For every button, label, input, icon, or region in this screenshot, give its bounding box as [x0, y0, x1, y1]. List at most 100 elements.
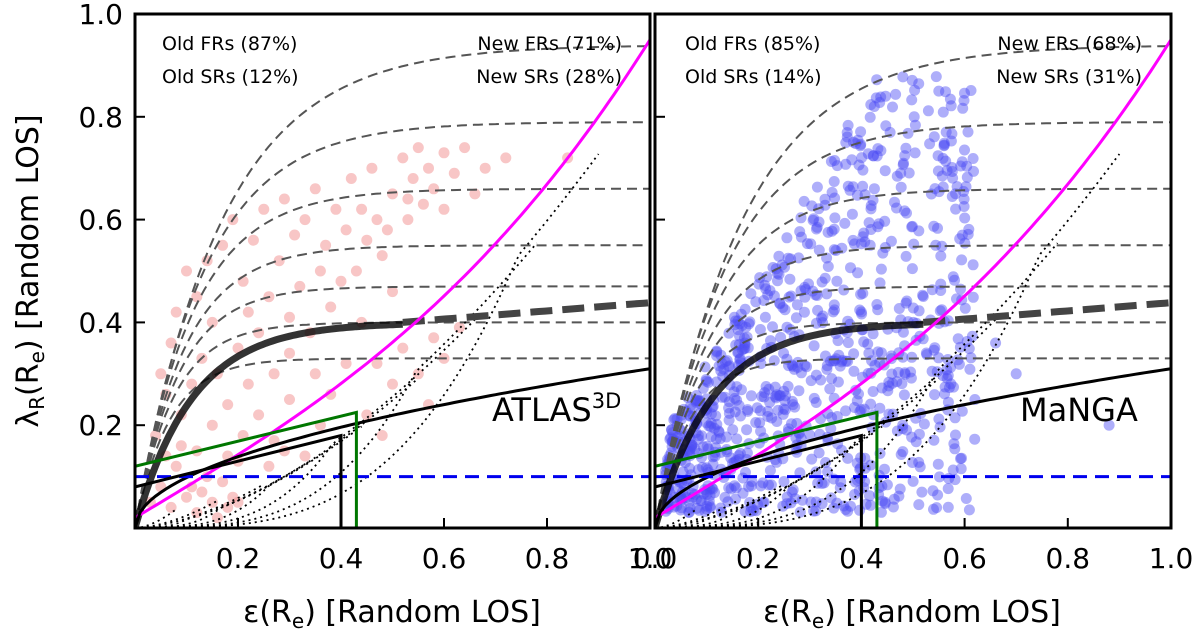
y-tick-label: 0.2 — [78, 409, 123, 442]
data-point — [833, 349, 845, 361]
data-point — [181, 491, 192, 503]
data-point — [787, 399, 799, 411]
data-point — [715, 365, 727, 377]
data-point — [773, 268, 785, 280]
data-point — [921, 349, 933, 361]
data-point — [842, 505, 854, 517]
data-point — [942, 370, 954, 382]
data-point — [755, 480, 767, 492]
right-ticks: 0.0 0.2 0.4 0.6 0.8 1.0 — [633, 115, 1193, 575]
data-point — [881, 479, 893, 491]
data-point — [774, 297, 786, 309]
data-point — [745, 288, 757, 300]
data-point — [345, 173, 357, 184]
data-point — [777, 408, 789, 420]
data-point — [773, 250, 785, 262]
data-point — [773, 390, 785, 402]
data-point — [931, 502, 943, 514]
ylabel-sub-e: e — [25, 351, 49, 363]
data-point — [826, 412, 838, 423]
data-point — [782, 380, 794, 392]
data-point — [840, 504, 852, 515]
data-point — [785, 290, 797, 302]
data-point — [800, 284, 812, 295]
data-point — [751, 402, 763, 414]
data-point — [832, 335, 844, 347]
data-point — [819, 193, 831, 205]
data-point — [826, 373, 838, 385]
data-point — [438, 147, 450, 159]
data-point — [810, 223, 822, 235]
data-point — [897, 326, 909, 338]
data-point — [862, 148, 874, 160]
iso-anisotropy-curve — [135, 321, 650, 526]
data-point — [888, 493, 900, 505]
data-point — [889, 196, 900, 208]
data-point — [196, 486, 208, 498]
data-point — [752, 498, 764, 510]
data-point — [955, 453, 966, 465]
data-point — [848, 348, 860, 360]
data-point — [871, 150, 883, 162]
data-point — [951, 181, 963, 193]
data-point — [759, 311, 771, 323]
data-point — [865, 224, 877, 235]
data-point — [206, 316, 218, 328]
data-point — [954, 233, 966, 245]
data-point — [695, 495, 707, 507]
data-point — [947, 271, 959, 283]
data-point — [232, 496, 244, 508]
data-point — [774, 298, 786, 310]
data-point — [778, 385, 790, 397]
inclination-line — [655, 153, 1121, 528]
data-point — [701, 440, 713, 452]
data-point — [929, 342, 941, 354]
data-point — [855, 126, 867, 138]
data-point — [705, 417, 717, 429]
data-point — [739, 342, 751, 354]
data-point — [967, 291, 979, 303]
data-point — [891, 376, 903, 388]
data-point — [896, 378, 908, 390]
data-point — [829, 355, 841, 367]
data-point — [856, 152, 868, 164]
data-point — [689, 443, 701, 455]
data-point — [867, 194, 879, 206]
data-point — [849, 489, 861, 500]
data-point — [950, 203, 962, 215]
data-point — [840, 405, 852, 417]
data-point — [937, 152, 949, 164]
data-point — [711, 418, 723, 430]
data-point — [964, 363, 976, 375]
data-point — [917, 291, 929, 302]
data-point — [723, 482, 735, 494]
right-old-frs-label: Old FRs (85%) — [685, 33, 820, 55]
data-point — [886, 368, 898, 380]
data-point — [764, 465, 776, 476]
data-point — [826, 225, 838, 237]
data-point — [756, 391, 768, 402]
data-point — [869, 359, 881, 371]
data-point — [702, 376, 714, 388]
data-point — [790, 312, 802, 324]
data-point — [703, 495, 715, 507]
data-point — [268, 368, 280, 380]
data-point — [873, 218, 885, 230]
data-point — [227, 491, 239, 503]
data-point — [928, 220, 940, 232]
data-point — [937, 106, 949, 118]
data-point — [734, 354, 746, 366]
data-point — [821, 363, 833, 375]
x-tick-label: 0.2 — [736, 542, 781, 575]
data-point — [181, 265, 192, 277]
data-point — [705, 431, 717, 443]
inclination-line — [655, 460, 831, 528]
data-point — [784, 273, 796, 285]
data-point — [934, 471, 945, 483]
data-point — [817, 317, 829, 329]
data-point — [805, 238, 817, 250]
data-point — [788, 363, 800, 375]
data-point — [963, 223, 975, 235]
data-point — [708, 422, 720, 434]
